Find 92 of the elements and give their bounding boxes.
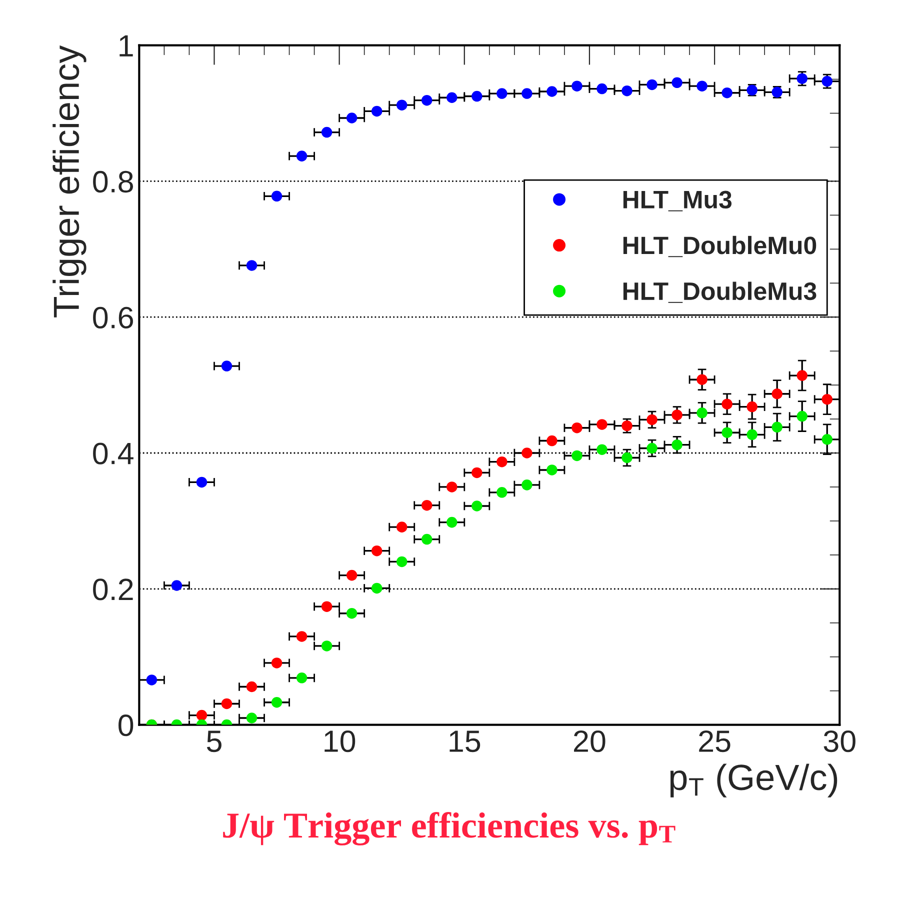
y-tick-label: 0.4 [93,442,134,464]
point [246,260,258,271]
point [246,681,258,692]
point [421,500,432,511]
point [522,88,532,99]
point [546,435,558,446]
point [221,698,232,710]
point [371,582,382,594]
point [396,556,408,568]
legend-label: HLT_Mu3 [623,190,732,212]
point [146,674,158,686]
legend-label: HLT_DoubleMu0 [623,236,816,258]
point [696,80,708,92]
point [271,696,282,708]
point [472,500,482,512]
point [346,570,358,581]
point [396,522,408,532]
point [321,126,332,138]
point [596,83,608,94]
point [496,456,508,468]
point [446,92,458,103]
x-tick-label: 10 [324,730,356,752]
point [296,672,308,684]
point [772,388,782,400]
point [672,77,682,88]
point [221,360,232,372]
point [822,434,832,445]
point [421,94,432,106]
point [446,482,458,492]
point [446,516,458,528]
point [396,100,408,110]
point [522,448,532,458]
y-tick-label: 0.8 [93,170,134,193]
x-tick-label: 25 [699,730,730,752]
point [622,452,632,464]
point [171,580,182,591]
y-tick-label: 0 [118,714,134,736]
y-axis-title: Trigger efficiency [52,45,86,318]
point [646,79,658,90]
point [346,112,358,124]
x-axis-title: p$_{T}$ (GeV/c) [670,764,838,798]
point [572,422,582,434]
point [522,480,532,490]
point [822,394,832,405]
point [321,640,332,652]
point [371,545,382,556]
point [796,370,808,381]
x-tick-label: 30 [824,730,856,752]
point [371,106,382,117]
legend-label: HLT_DoubleMu3 [623,282,816,303]
point [696,374,708,385]
point [472,90,482,102]
point [296,631,308,642]
point [196,710,208,721]
x-tick-label: 5 [206,730,222,752]
point [296,150,308,162]
x-tick-label: 20 [574,730,606,752]
y-tick-label: 1 [120,35,133,56]
point [722,87,732,98]
x-tick-label: 15 [450,730,480,752]
point [722,398,732,410]
point [596,444,608,455]
point [346,608,358,619]
point [596,419,608,430]
point [696,408,708,418]
point [572,80,582,92]
text: J/ψ Trigger efficiencies vs. p$_{T}$ [223,812,676,846]
point [622,85,632,96]
point [646,414,658,426]
point [546,464,558,476]
point [646,442,658,454]
point [572,450,582,462]
point [271,190,282,202]
point [496,88,508,99]
point [796,73,808,84]
point [472,467,482,478]
point [722,427,732,438]
point [672,410,682,420]
point [546,86,558,97]
point [196,476,208,488]
point [321,601,332,612]
point [271,658,282,668]
y-tick-label: 0.2 [93,578,133,600]
point [772,422,782,433]
point [246,712,258,724]
y-tick-label: 0.6 [93,306,133,328]
point [496,487,508,498]
point [796,410,808,422]
point [672,439,682,450]
point [746,401,758,412]
point [421,534,432,545]
point [746,429,758,440]
